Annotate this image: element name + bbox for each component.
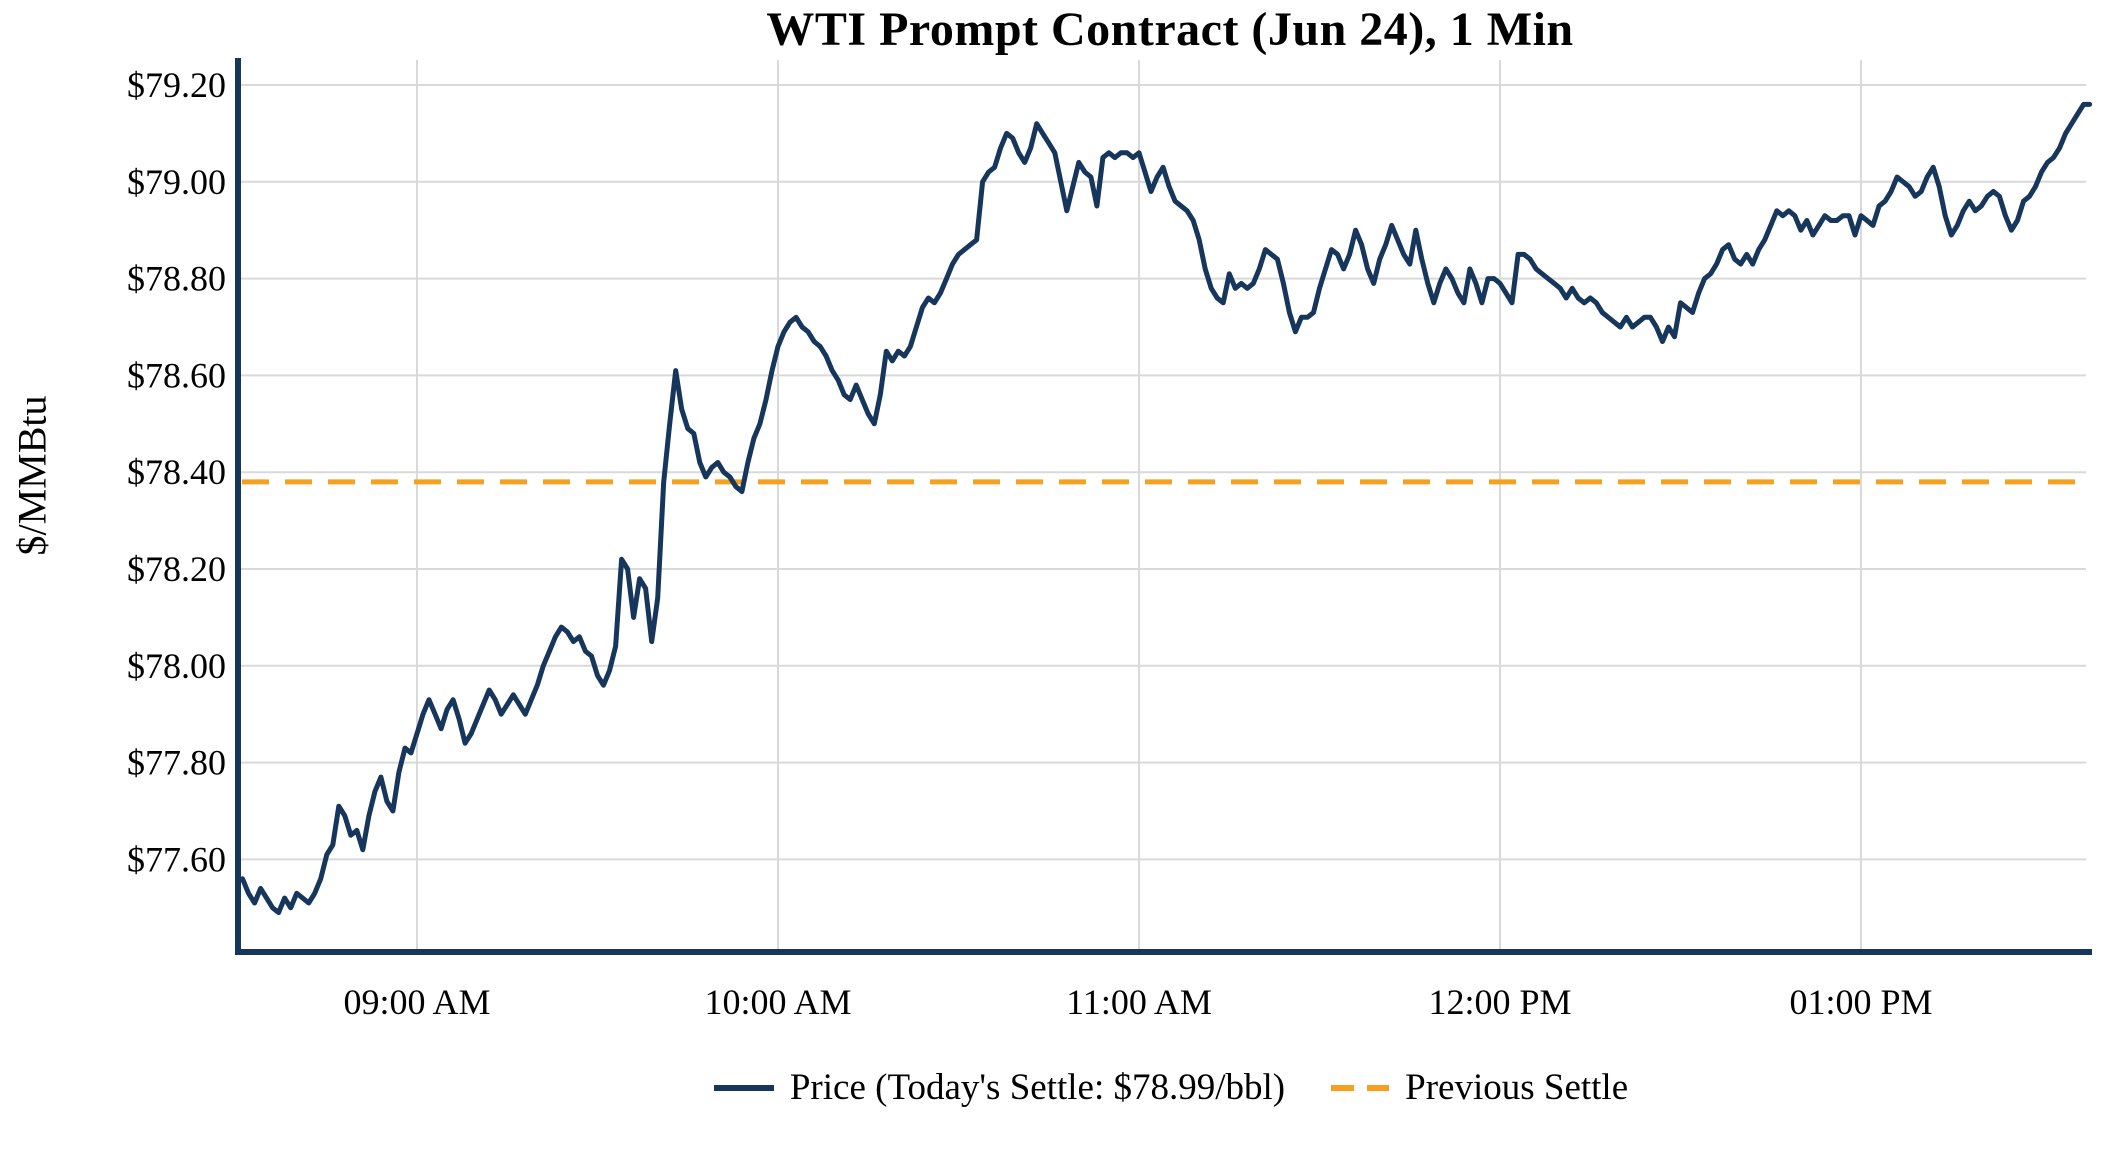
- legend: Price (Today's Settle: $78.99/bbl) Previ…: [244, 1066, 2096, 1109]
- y-tick-label: $78.80: [127, 259, 226, 299]
- x-tick-label: 01:00 PM: [1789, 982, 1932, 1022]
- x-tick-label: 12:00 PM: [1428, 982, 1571, 1022]
- y-tick-label: $79.20: [127, 65, 226, 105]
- price-line-swatch: [713, 1084, 774, 1091]
- y-tick-label: $78.40: [127, 452, 226, 492]
- y-tick-label: $78.60: [127, 355, 226, 395]
- y-tick-label: $79.00: [127, 162, 226, 202]
- y-tick-label: $78.00: [127, 646, 226, 686]
- legend-price-label: Price (Today's Settle: $78.99/bbl): [789, 1067, 1286, 1108]
- x-tick-label: 09:00 AM: [343, 982, 490, 1022]
- x-tick-label: 10:00 AM: [704, 982, 851, 1022]
- x-tick-label: 11:00 AM: [1066, 982, 1212, 1022]
- y-tick-label: $78.20: [127, 549, 226, 589]
- legend-previous-settle-label: Previous Settle: [1405, 1067, 1629, 1108]
- price-line: [240, 101, 2093, 916]
- y-tick-label: $77.60: [127, 839, 226, 879]
- chart-title: WTI Prompt Contract (Jun 24), 1 Min: [766, 3, 1574, 56]
- previous-settle-swatch: [1331, 1084, 1390, 1091]
- y-tick-label: $77.80: [127, 743, 226, 783]
